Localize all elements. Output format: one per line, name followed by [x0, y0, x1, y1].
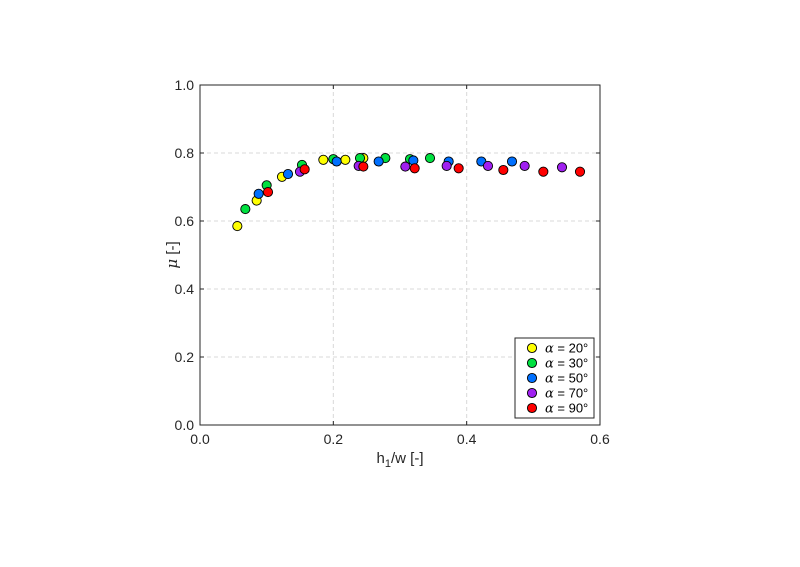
data-point — [299, 164, 310, 175]
data-point — [498, 164, 509, 176]
x-tick-label: 0.2 — [324, 431, 344, 447]
data-point — [331, 156, 342, 167]
data-point — [538, 166, 549, 177]
data-point — [453, 163, 464, 174]
data-point — [262, 187, 274, 198]
axis-ticks: 0.0 0.2 0.4 0.6 0.0 0.2 0.4 0.6 0.8 1.0 — [175, 77, 610, 447]
legend-marker — [526, 357, 538, 369]
data-point — [318, 154, 329, 165]
legend-label-symbol: α — [545, 357, 554, 372]
data-points — [232, 153, 586, 232]
data-point — [519, 160, 530, 171]
y-tick-label: 0.2 — [175, 349, 195, 365]
data-point — [373, 156, 384, 167]
data-point — [340, 154, 351, 165]
legend-label-value: = 70° — [554, 386, 588, 401]
data-point — [282, 169, 294, 180]
legend-label-symbol: α — [545, 342, 554, 357]
data-point — [253, 188, 264, 199]
y-tick-label: 1.0 — [175, 77, 195, 93]
data-point — [441, 160, 452, 171]
legend-label: α = 70° — [545, 386, 588, 402]
y-tick-label: 0.8 — [175, 145, 195, 161]
x-axis-label-subscript: 1 — [385, 458, 391, 470]
y-axis-label: μ [-] — [163, 241, 181, 268]
legend-label-value: = 20° — [554, 341, 588, 356]
data-point — [506, 156, 518, 167]
legend-label-value: = 90° — [554, 401, 588, 416]
series-3 — [253, 155, 518, 199]
data-point — [358, 161, 369, 172]
grid-lines — [200, 85, 600, 425]
legend-label-symbol: α — [545, 402, 554, 417]
series-5 — [262, 161, 586, 198]
x-tick-label: 0.6 — [590, 431, 610, 447]
data-point — [574, 166, 586, 177]
x-tick-label: 0.4 — [457, 431, 477, 447]
legend-label-value: = 50° — [554, 371, 588, 386]
y-tick-label: 0.0 — [175, 417, 195, 433]
data-point — [424, 153, 436, 164]
x-axis-label-rest: /w [-] — [391, 450, 424, 467]
plot-frame — [199, 84, 601, 426]
data-point — [482, 160, 494, 171]
legend-marker — [526, 342, 538, 354]
legend: α = 20°α = 30°α = 50°α = 70°α = 90° — [514, 337, 595, 419]
x-axis-label-main: h — [377, 450, 385, 467]
x-axis-label: h1/w [-] — [377, 450, 424, 470]
data-point — [400, 161, 411, 172]
legend-label: α = 90° — [545, 401, 588, 417]
legend-label-value: = 30° — [554, 356, 588, 371]
x-tick-label: 0.0 — [190, 431, 210, 447]
data-point — [409, 163, 420, 174]
legend-marker — [526, 372, 538, 384]
y-tick-label: 0.6 — [175, 213, 195, 229]
data-point — [556, 162, 568, 173]
y-tick-label: 0.4 — [175, 281, 195, 297]
legend-marker — [526, 402, 538, 414]
data-point — [232, 221, 243, 232]
legend-label-symbol: α — [545, 387, 554, 402]
legend-label: α = 20° — [545, 341, 588, 357]
data-point — [240, 204, 251, 215]
legend-label: α = 30° — [545, 356, 588, 372]
legend-marker — [526, 387, 538, 399]
y-axis-label-rest: [-] — [164, 241, 181, 259]
legend-label: α = 50° — [545, 371, 588, 387]
legend-label-symbol: α — [545, 372, 554, 387]
y-axis-label-symbol: μ — [163, 259, 181, 269]
